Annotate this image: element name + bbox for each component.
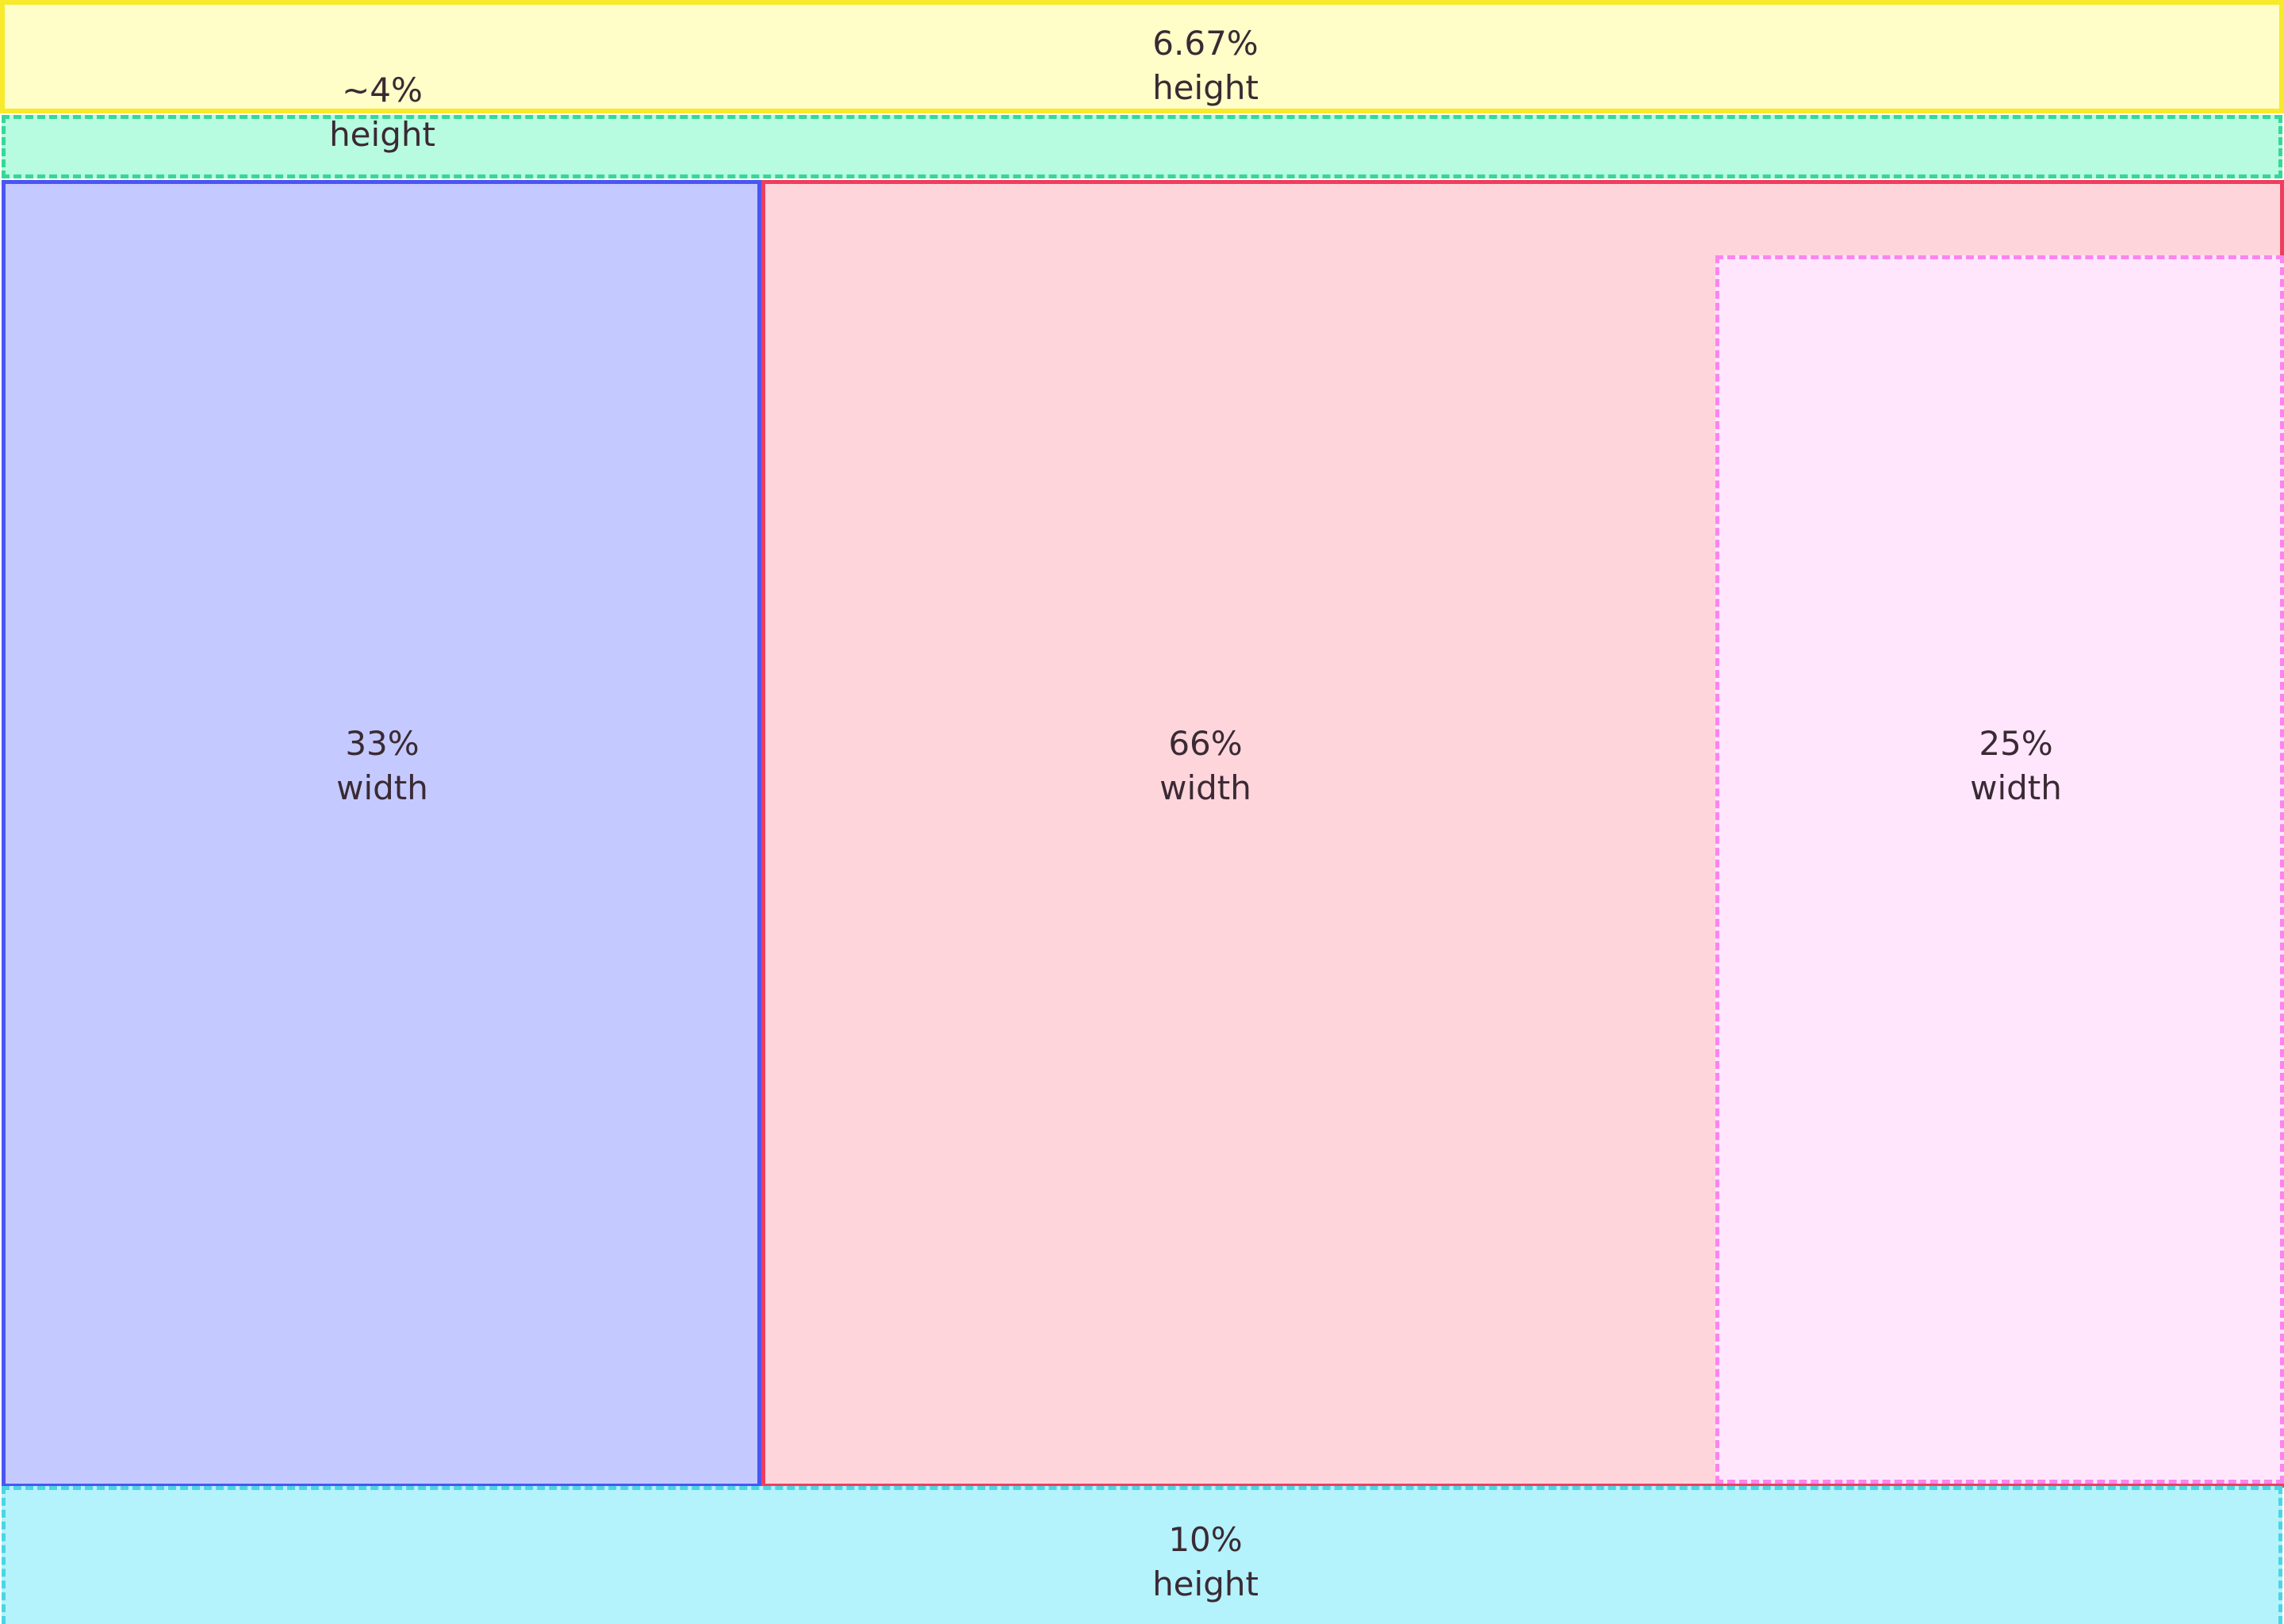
inner-panel-label: 25% width (1970, 722, 2062, 810)
sub-bar-region (2, 115, 2282, 178)
top-bar-label: 6.67% height (1152, 21, 1259, 110)
right-column-value: 66% (1168, 724, 1243, 763)
sub-bar-unit: height (329, 115, 435, 154)
top-bar-value: 6.67% (1152, 24, 1259, 63)
sub-bar-label: ~4% height (329, 68, 435, 157)
left-column-value: 33% (345, 724, 420, 763)
top-bar-unit: height (1152, 68, 1259, 107)
right-column-unit: width (1159, 768, 1251, 807)
sub-bar-value: ~4% (342, 71, 423, 109)
right-column-label: 66% width (1159, 722, 1251, 810)
bottom-bar-label: 10% height (1152, 1518, 1259, 1607)
left-column-region (2, 180, 761, 1488)
top-bar-region (0, 0, 2284, 113)
inner-panel-unit: width (1970, 768, 2062, 807)
bottom-bar-unit: height (1152, 1565, 1259, 1603)
inner-panel-value: 25% (1979, 724, 2053, 763)
bottom-bar-region (2, 1486, 2282, 1624)
inner-panel-region (1715, 255, 2284, 1484)
left-column-unit: width (336, 768, 428, 807)
left-column-label: 33% width (336, 722, 428, 810)
bottom-bar-value: 10% (1168, 1520, 1243, 1559)
